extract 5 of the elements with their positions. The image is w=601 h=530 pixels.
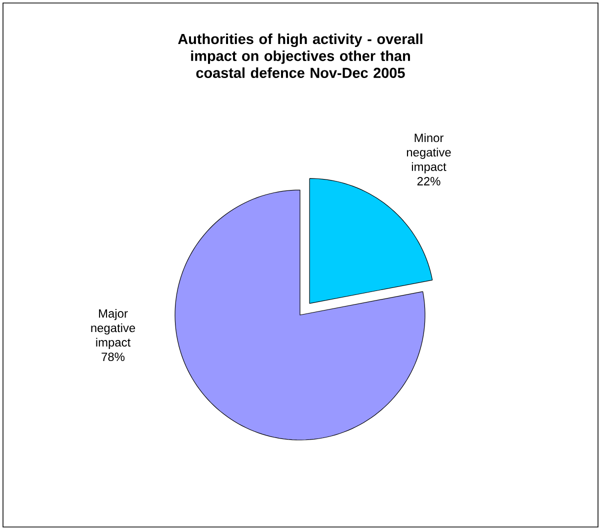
chart-title: Authorities of high activity - overall impact on objectives other than coastal defence Nov-Dec 2005 bbox=[178, 34, 422, 78]
slice-label: Minor negative impact bbox=[406, 133, 451, 174]
data-label: 78% bbox=[102, 352, 125, 362]
data-label: 22% bbox=[417, 176, 440, 186]
slice-label: Major negative impact bbox=[91, 308, 136, 349]
